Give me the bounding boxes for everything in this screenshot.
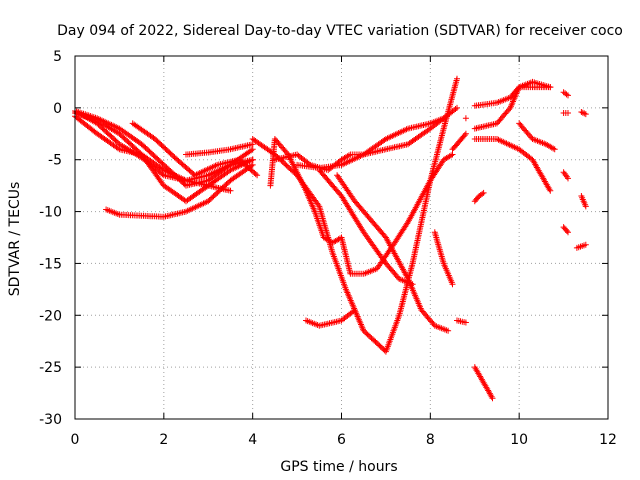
x-tick-label: 0 — [71, 432, 80, 448]
data-point — [227, 187, 234, 194]
data-point — [563, 228, 570, 234]
data-point — [249, 146, 256, 153]
series-arc-29 — [578, 109, 589, 118]
series-arc-28 — [560, 224, 571, 236]
series-arc-17 — [454, 317, 469, 326]
series-arc-07 — [183, 141, 256, 158]
series-arc-06 — [103, 161, 256, 220]
series-arc-27 — [560, 169, 571, 182]
data-point — [159, 171, 166, 178]
y-tick-label: -25 — [39, 360, 62, 376]
series-arc-11 — [334, 172, 452, 334]
series-arc-15 — [449, 130, 469, 153]
data-point — [565, 175, 571, 182]
y-tick-label: 0 — [53, 101, 62, 117]
data-point — [581, 110, 588, 117]
data-point — [578, 109, 585, 115]
data-point — [565, 110, 571, 116]
data-point — [462, 130, 469, 137]
x-tick-label: 8 — [426, 432, 435, 448]
data-point — [254, 172, 261, 179]
data-point — [582, 111, 589, 118]
data-point — [565, 92, 571, 99]
y-axis-label: SDTVAR / TECUs — [7, 182, 23, 297]
x-tick-label: 4 — [248, 432, 257, 448]
data-point — [449, 151, 456, 158]
data-point — [565, 229, 571, 236]
y-tick-label: -30 — [39, 412, 62, 428]
data-point — [454, 104, 460, 111]
series-arc-19 — [471, 364, 496, 402]
series-arc-18 — [462, 115, 469, 122]
data-point — [351, 307, 358, 314]
series-arc-16 — [431, 229, 456, 288]
x-axis-label: GPS time / hours — [280, 459, 397, 475]
y-tick-labels: 5 0 -5 -10 -15 -20 -25 -30 — [39, 49, 62, 428]
data-point — [479, 190, 486, 197]
data-point — [445, 327, 452, 334]
data-point — [448, 152, 455, 159]
series-arc-22 — [471, 78, 554, 132]
data-point — [249, 156, 256, 163]
x-tick-label: 6 — [337, 432, 346, 448]
series-arc-30 — [578, 193, 589, 210]
x-tick-label: 2 — [159, 432, 168, 448]
data-point — [582, 203, 589, 210]
data-point — [454, 75, 460, 82]
grid-lines — [75, 56, 608, 419]
series-arc-20 — [471, 189, 487, 205]
data-points — [72, 75, 589, 402]
plot-frame — [74, 55, 609, 420]
data-point — [547, 84, 554, 91]
series-arc-31 — [573, 241, 589, 251]
series-arc-10 — [271, 104, 460, 174]
x-tick-label: 10 — [510, 432, 528, 448]
y-tick-label: -10 — [39, 205, 62, 221]
x-tick-label: 12 — [599, 432, 617, 448]
data-point — [449, 281, 456, 288]
data-point — [480, 189, 487, 196]
series-arc-14 — [316, 167, 416, 288]
y-tick-label: -20 — [39, 308, 62, 324]
data-point — [579, 109, 586, 116]
data-point — [249, 161, 256, 168]
data-point — [462, 115, 469, 122]
series-arc-13 — [294, 115, 447, 171]
y-tick-label: -15 — [39, 256, 62, 272]
y-tick-label: -5 — [48, 153, 62, 169]
x-tick-labels: 0 2 4 6 8 10 12 — [71, 432, 617, 448]
data-point — [489, 395, 496, 402]
data-point — [582, 241, 589, 248]
data-point — [547, 187, 554, 194]
series-arc-24 — [516, 120, 558, 153]
data-point — [440, 115, 447, 122]
data-point — [252, 171, 259, 178]
series-arc-26 — [560, 110, 571, 116]
axis-ticks — [74, 55, 609, 420]
y-tick-label: 5 — [53, 49, 62, 65]
series-arc-09 — [303, 75, 460, 355]
data-point — [409, 281, 416, 288]
chart-title: Day 094 of 2022, Sidereal Day-to-day VTE… — [57, 23, 623, 39]
data-point — [551, 146, 558, 153]
series-arc-25 — [560, 89, 571, 99]
data-point — [461, 132, 468, 139]
data-point — [462, 319, 469, 326]
series-arc-23 — [471, 136, 554, 194]
series-arc-12 — [249, 136, 358, 314]
data-point — [249, 141, 256, 148]
